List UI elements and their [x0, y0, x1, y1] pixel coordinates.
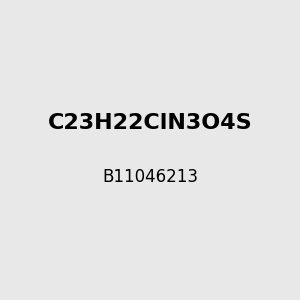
Text: C23H22ClN3O4S: C23H22ClN3O4S	[48, 113, 252, 133]
Text: B11046213: B11046213	[102, 168, 198, 186]
